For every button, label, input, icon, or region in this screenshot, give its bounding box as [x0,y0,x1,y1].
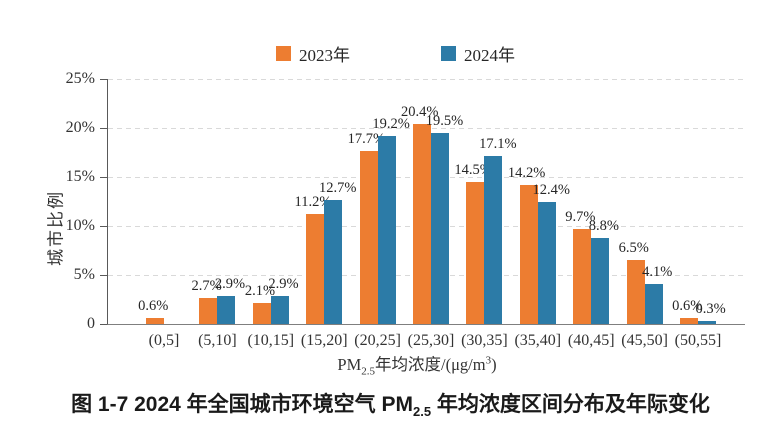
bar-2023 [626,260,645,324]
legend-swatch-2023 [276,46,291,61]
bar-value-label-2023: 20.4% [401,104,439,121]
legend-label-2024: 2024年 [464,46,515,65]
bar-2024 [537,202,556,324]
bar-2024 [698,321,716,324]
bar-2023 [252,303,271,324]
bar-group: 0.6% 0.3% [672,79,726,324]
bar-2023 [573,228,592,324]
x-tick-label: (35,40] [514,332,562,349]
legend-item-2023: 2023年 [276,41,350,66]
x-axis-title: PM2.5年均浓度/(μg/m3) [107,351,727,378]
y-axis-title: 城市比例 [46,190,66,266]
bar-2024 [431,132,449,324]
x-axis-title-mid: 年均浓度/(μg/m [375,355,486,374]
bar-2024 [270,295,289,324]
x-tick-label: (30,35] [461,332,508,349]
gridline-25 [108,79,745,80]
bar-2024 [644,283,663,324]
y-tick-mark [100,176,107,178]
caption-sub: 2.5 [412,404,432,420]
y-tick-mark [100,225,107,227]
bar-value-label-2024: 12.7% [318,179,357,196]
plot-area: 25% 20% 15% 10% 5% 0 0.6% (0,5] 2.7% 2.9% (5… [66,70,745,349]
bar-group: 9.7% 8.8% [565,79,619,324]
y-tick-label: 20% [65,119,95,136]
x-tick-label: (10,15] [247,332,295,349]
bar-value-label-2023: 6.5% [618,240,649,257]
bar-2023 [413,124,431,324]
bar-2023 [146,318,164,324]
bar-value-label-2023: 11.2% [294,194,332,211]
y-tick-label: 5% [73,266,95,283]
y-tick-mark [100,323,107,325]
bar-group: 6.5% 4.1% [619,79,672,324]
bar-2023 [466,181,485,324]
bar-value-label-2023: 14.2% [507,164,546,181]
caption-suffix: 年均浓度区间分布及年际变化 [431,393,710,416]
bar-2023 [359,150,378,324]
bar-group: 2.1% 2.9% [245,79,299,324]
bar-group: 14.2% 12.4% [508,79,570,324]
bar-value-label-2024: 0.3% [695,301,726,318]
bar-group: 14.5% 17.1% [454,79,517,324]
legend-label-2023: 2023年 [299,46,350,65]
x-tick-label: (0,5] [148,332,180,349]
bar-value-label-2024: 19.5% [425,112,464,129]
bar-2024 [377,135,396,324]
x-tick-label: (5,10] [198,332,237,349]
bar-value-label-2024: 17.1% [479,136,517,153]
bar-2023 [519,184,538,324]
bar-value-label-2024: 2.9% [214,275,246,292]
x-tick-label: (25,30] [407,332,455,349]
bar-2023 [306,214,325,324]
x-tick-label: (15,20] [300,332,348,349]
bar-2023 [199,297,218,324]
bar-group: 20.4% 19.5% [401,79,463,324]
bar-group: 11.2% 12.7% [295,79,356,324]
y-tick-label: 25% [65,70,95,87]
y-tick-mark [100,127,107,129]
bar-value-label-2023: 0.6% [138,298,169,315]
legend-item-2024: 2024年 [441,41,515,66]
y-tick-label: 0 [87,315,95,332]
legend-swatch-2024 [441,46,456,61]
bar-value-label-2023: 14.5% [454,161,492,178]
bar-value-label-2024: 8.8% [588,217,619,234]
y-tick-label: 15% [65,168,95,185]
bar-value-label-2023: 2.1% [244,283,276,300]
x-tick-label: (40,45] [567,332,615,349]
bar-value-label-2023: 17.7% [347,130,386,147]
x-axis-title-sup: 3 [485,354,492,367]
x-axis-title-end: ) [491,355,497,374]
y-tick-label: 10% [65,217,95,234]
y-tick-mark [100,274,107,276]
bar-value-label-2023: 0.6% [672,298,703,315]
x-tick-label: (20,25] [354,332,401,349]
bar-group: 17.7% 19.2% [348,79,410,324]
bar-value-label-2023: 2.7% [191,277,222,294]
bar-group: 2.7% 2.9% [191,79,245,324]
bar-value-label-2024: 2.9% [268,275,299,292]
bar-2024 [324,199,343,324]
bar-2024 [217,295,236,324]
bar-2023 [680,318,698,324]
x-axis-title-sub: 2.5 [361,365,375,378]
caption-prefix: 图 1-7 2024 年全国城市环境空气 PM [71,393,413,416]
bar-value-label-2023: 9.7% [565,208,596,225]
bar-value-label-2024: 19.2% [372,115,410,132]
x-tick-label: (45,50] [621,332,668,349]
bar-2024 [591,237,610,324]
x-axis-title-pm: PM [337,355,362,374]
bar-group: 0.6% [138,79,182,324]
bar-value-label-2024: 12.4% [532,182,571,199]
y-tick-mark [100,78,107,80]
x-tick-label: (50,55] [674,332,722,349]
figure-caption: 图 1-7 2024 年全国城市环境空气 PM2.5 年均浓度区间分布及年际变化 [0,388,781,419]
bar-2024 [484,156,503,324]
bar-value-label-2024: 4.1% [642,263,673,280]
